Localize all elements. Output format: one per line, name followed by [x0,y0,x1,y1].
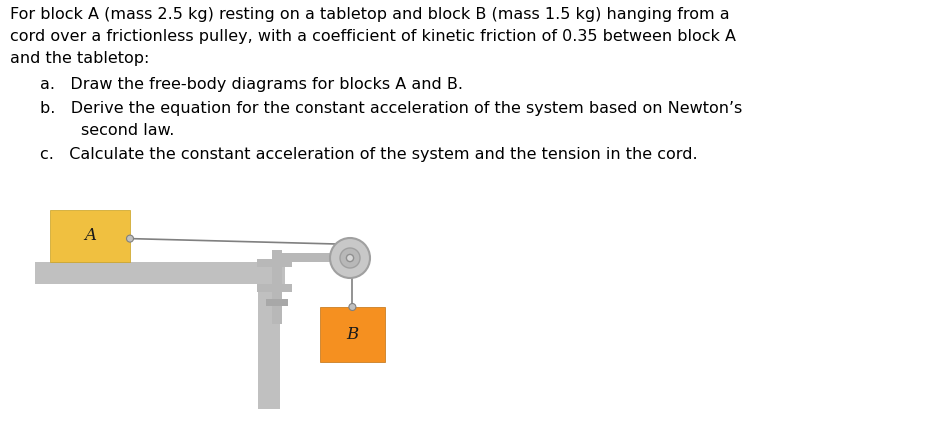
Bar [272,250,282,324]
Bar [257,259,292,267]
Text: For block A (mass 2.5 kg) resting on a tabletop and block B (mass 1.5 kg) hangin: For block A (mass 2.5 kg) resting on a t… [10,7,729,22]
Bar [257,284,292,292]
Text: second law.: second law. [40,123,174,138]
Text: cord over a frictionless pulley, with a coefficient of kinetic friction of 0.35 : cord over a frictionless pulley, with a … [10,29,736,44]
Circle shape [347,254,353,262]
Text: a.   Draw the free-body diagrams for blocks A and B.: a. Draw the free-body diagrams for block… [40,77,463,92]
Bar [258,284,280,409]
Circle shape [127,235,133,242]
Bar [50,210,130,262]
Text: B: B [347,326,359,343]
Circle shape [348,304,356,311]
Bar [320,307,385,362]
Bar [266,299,288,306]
Text: A: A [84,228,96,244]
Text: b.   Derive the equation for the constant acceleration of the system based on Ne: b. Derive the equation for the constant … [40,101,743,116]
Bar [282,253,332,262]
Circle shape [340,248,360,268]
Bar [35,262,285,284]
Text: c.   Calculate the constant acceleration of the system and the tension in the co: c. Calculate the constant acceleration o… [40,147,698,162]
Circle shape [330,238,370,278]
Text: and the tabletop:: and the tabletop: [10,51,149,66]
